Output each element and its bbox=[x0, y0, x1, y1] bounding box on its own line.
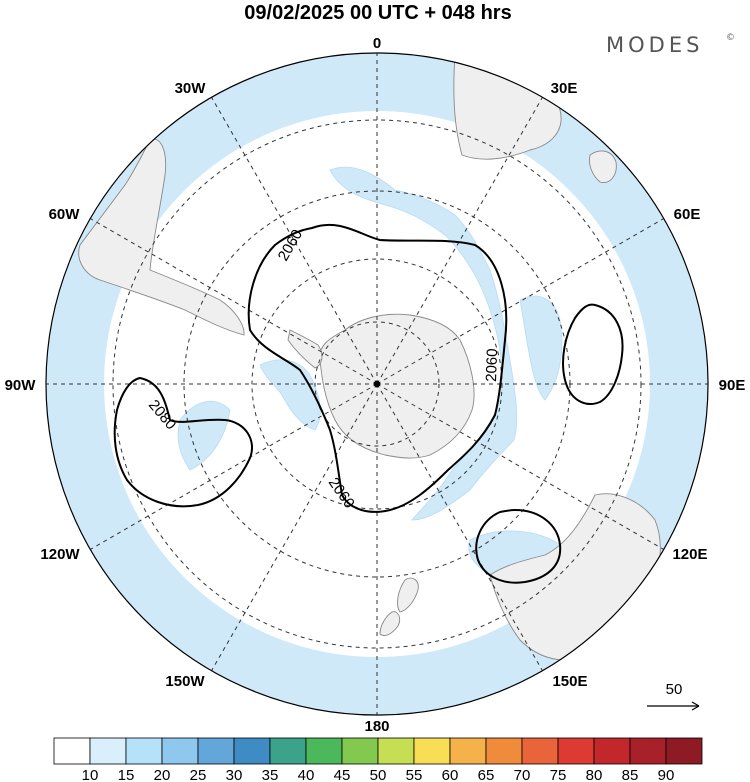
colorbar-tick-label: 30 bbox=[226, 767, 243, 782]
contour-east-closed bbox=[562, 303, 624, 405]
colorbar-tick-label: 65 bbox=[478, 767, 495, 782]
colorbar-swatch bbox=[269, 737, 307, 765]
colorbar-tick-label: 35 bbox=[262, 767, 279, 782]
latitude-circle-70s bbox=[251, 258, 503, 510]
reference-vector-value: 50 bbox=[666, 681, 683, 698]
meridian-label-90w: 90W bbox=[5, 377, 37, 394]
colorbar-swatch bbox=[557, 737, 595, 765]
meridian-line bbox=[90, 383, 378, 550]
meridian-label-30e: 30E bbox=[551, 80, 578, 97]
colorbar-tick-label: 45 bbox=[334, 767, 351, 782]
meridian-label-0: 0 bbox=[373, 35, 381, 52]
colorbar-tick-label: 40 bbox=[298, 767, 315, 782]
colorbar-swatch bbox=[305, 737, 343, 765]
latitude-circle-80s bbox=[314, 321, 440, 447]
meridian-label-30w: 30W bbox=[175, 80, 207, 97]
antarctic-peninsula-landmass bbox=[287, 329, 323, 369]
colorbar-tick-label: 15 bbox=[118, 767, 135, 782]
copyright-mark: © bbox=[726, 33, 735, 43]
colorbar-swatch bbox=[53, 737, 91, 765]
meridian-label-120e: 120E bbox=[672, 546, 707, 563]
contour-label: 2060 bbox=[483, 348, 501, 382]
meridian-label-150e: 150E bbox=[552, 673, 587, 690]
meridian-line bbox=[376, 218, 664, 385]
colorbar-tick-label: 10 bbox=[82, 767, 99, 782]
colorbar-tick-label: 60 bbox=[442, 767, 459, 782]
geopotential-contours bbox=[113, 223, 624, 584]
colorbar-tick-label: 20 bbox=[154, 767, 171, 782]
colorbar-swatch bbox=[161, 737, 199, 765]
colorbar-swatch bbox=[89, 737, 127, 765]
colorbar-swatch bbox=[197, 737, 235, 765]
new-zealand-landmass bbox=[397, 577, 419, 613]
colorbar-tick-label: 90 bbox=[658, 767, 675, 782]
colorbar-tick-label: 80 bbox=[586, 767, 603, 782]
contour-2060-main bbox=[247, 223, 508, 513]
meridian-line bbox=[376, 383, 664, 550]
colorbar-tick-labels: 10 15 20 25 30 35 40 45 50 55 60 65 70 75 80 85 90 bbox=[82, 767, 675, 782]
map-boundary bbox=[45, 52, 709, 716]
meridian-label-60w: 60W bbox=[49, 206, 81, 223]
meridian-label-180: 180 bbox=[364, 718, 389, 735]
meridian-line bbox=[211, 383, 378, 671]
colorbar-tick-label: 55 bbox=[406, 767, 423, 782]
colorbar-swatch bbox=[449, 737, 487, 765]
meridian-line bbox=[376, 97, 543, 385]
colorbar-swatch bbox=[125, 737, 163, 765]
south-pole-marker bbox=[373, 380, 381, 388]
meridian-labels: 0 30E 60E 90E 120E 150E 180 150W 120W 90… bbox=[5, 35, 746, 735]
contour-southeast-closed bbox=[475, 508, 562, 584]
colorbar-tick-label: 85 bbox=[622, 767, 639, 782]
colorbar-tick-label: 75 bbox=[550, 767, 567, 782]
meridian-line bbox=[376, 383, 543, 671]
colorbar-tick-label: 70 bbox=[514, 767, 531, 782]
wind-band-shading bbox=[46, 53, 708, 715]
colorbar-swatch bbox=[341, 737, 379, 765]
colorbar bbox=[53, 737, 703, 765]
colorbar-swatch bbox=[485, 737, 523, 765]
colorbar-swatch bbox=[233, 737, 271, 765]
meridian-label-60e: 60E bbox=[674, 206, 701, 223]
forecast-title: 09/02/2025 00 UTC + 048 hrs bbox=[244, 2, 511, 24]
colorbar-swatch bbox=[413, 737, 451, 765]
colorbar-swatch bbox=[629, 737, 667, 765]
africa-landmass bbox=[453, 53, 562, 160]
madagascar-landmass bbox=[589, 150, 617, 183]
colorbar-tick-label: 50 bbox=[370, 767, 387, 782]
modes-logo: MODES bbox=[606, 33, 703, 57]
meridian-label-120w: 120W bbox=[40, 546, 80, 563]
colorbar-swatch bbox=[593, 737, 631, 765]
colorbar-swatch bbox=[521, 737, 559, 765]
colorbar-swatch bbox=[377, 737, 415, 765]
meridian-label-150w: 150W bbox=[165, 673, 205, 690]
colorbar-swatch bbox=[665, 737, 703, 765]
south-america-landmass bbox=[78, 138, 245, 336]
contour-2080-west bbox=[113, 376, 253, 508]
meridian-line bbox=[90, 218, 378, 385]
new-zealand-south-landmass bbox=[379, 611, 401, 637]
reference-vector: 50 bbox=[647, 681, 700, 711]
meridian-lines bbox=[46, 53, 708, 715]
meridian-line bbox=[211, 97, 378, 385]
colorbar-tick-label: 25 bbox=[190, 767, 207, 782]
meridian-label-90e: 90E bbox=[719, 377, 746, 394]
